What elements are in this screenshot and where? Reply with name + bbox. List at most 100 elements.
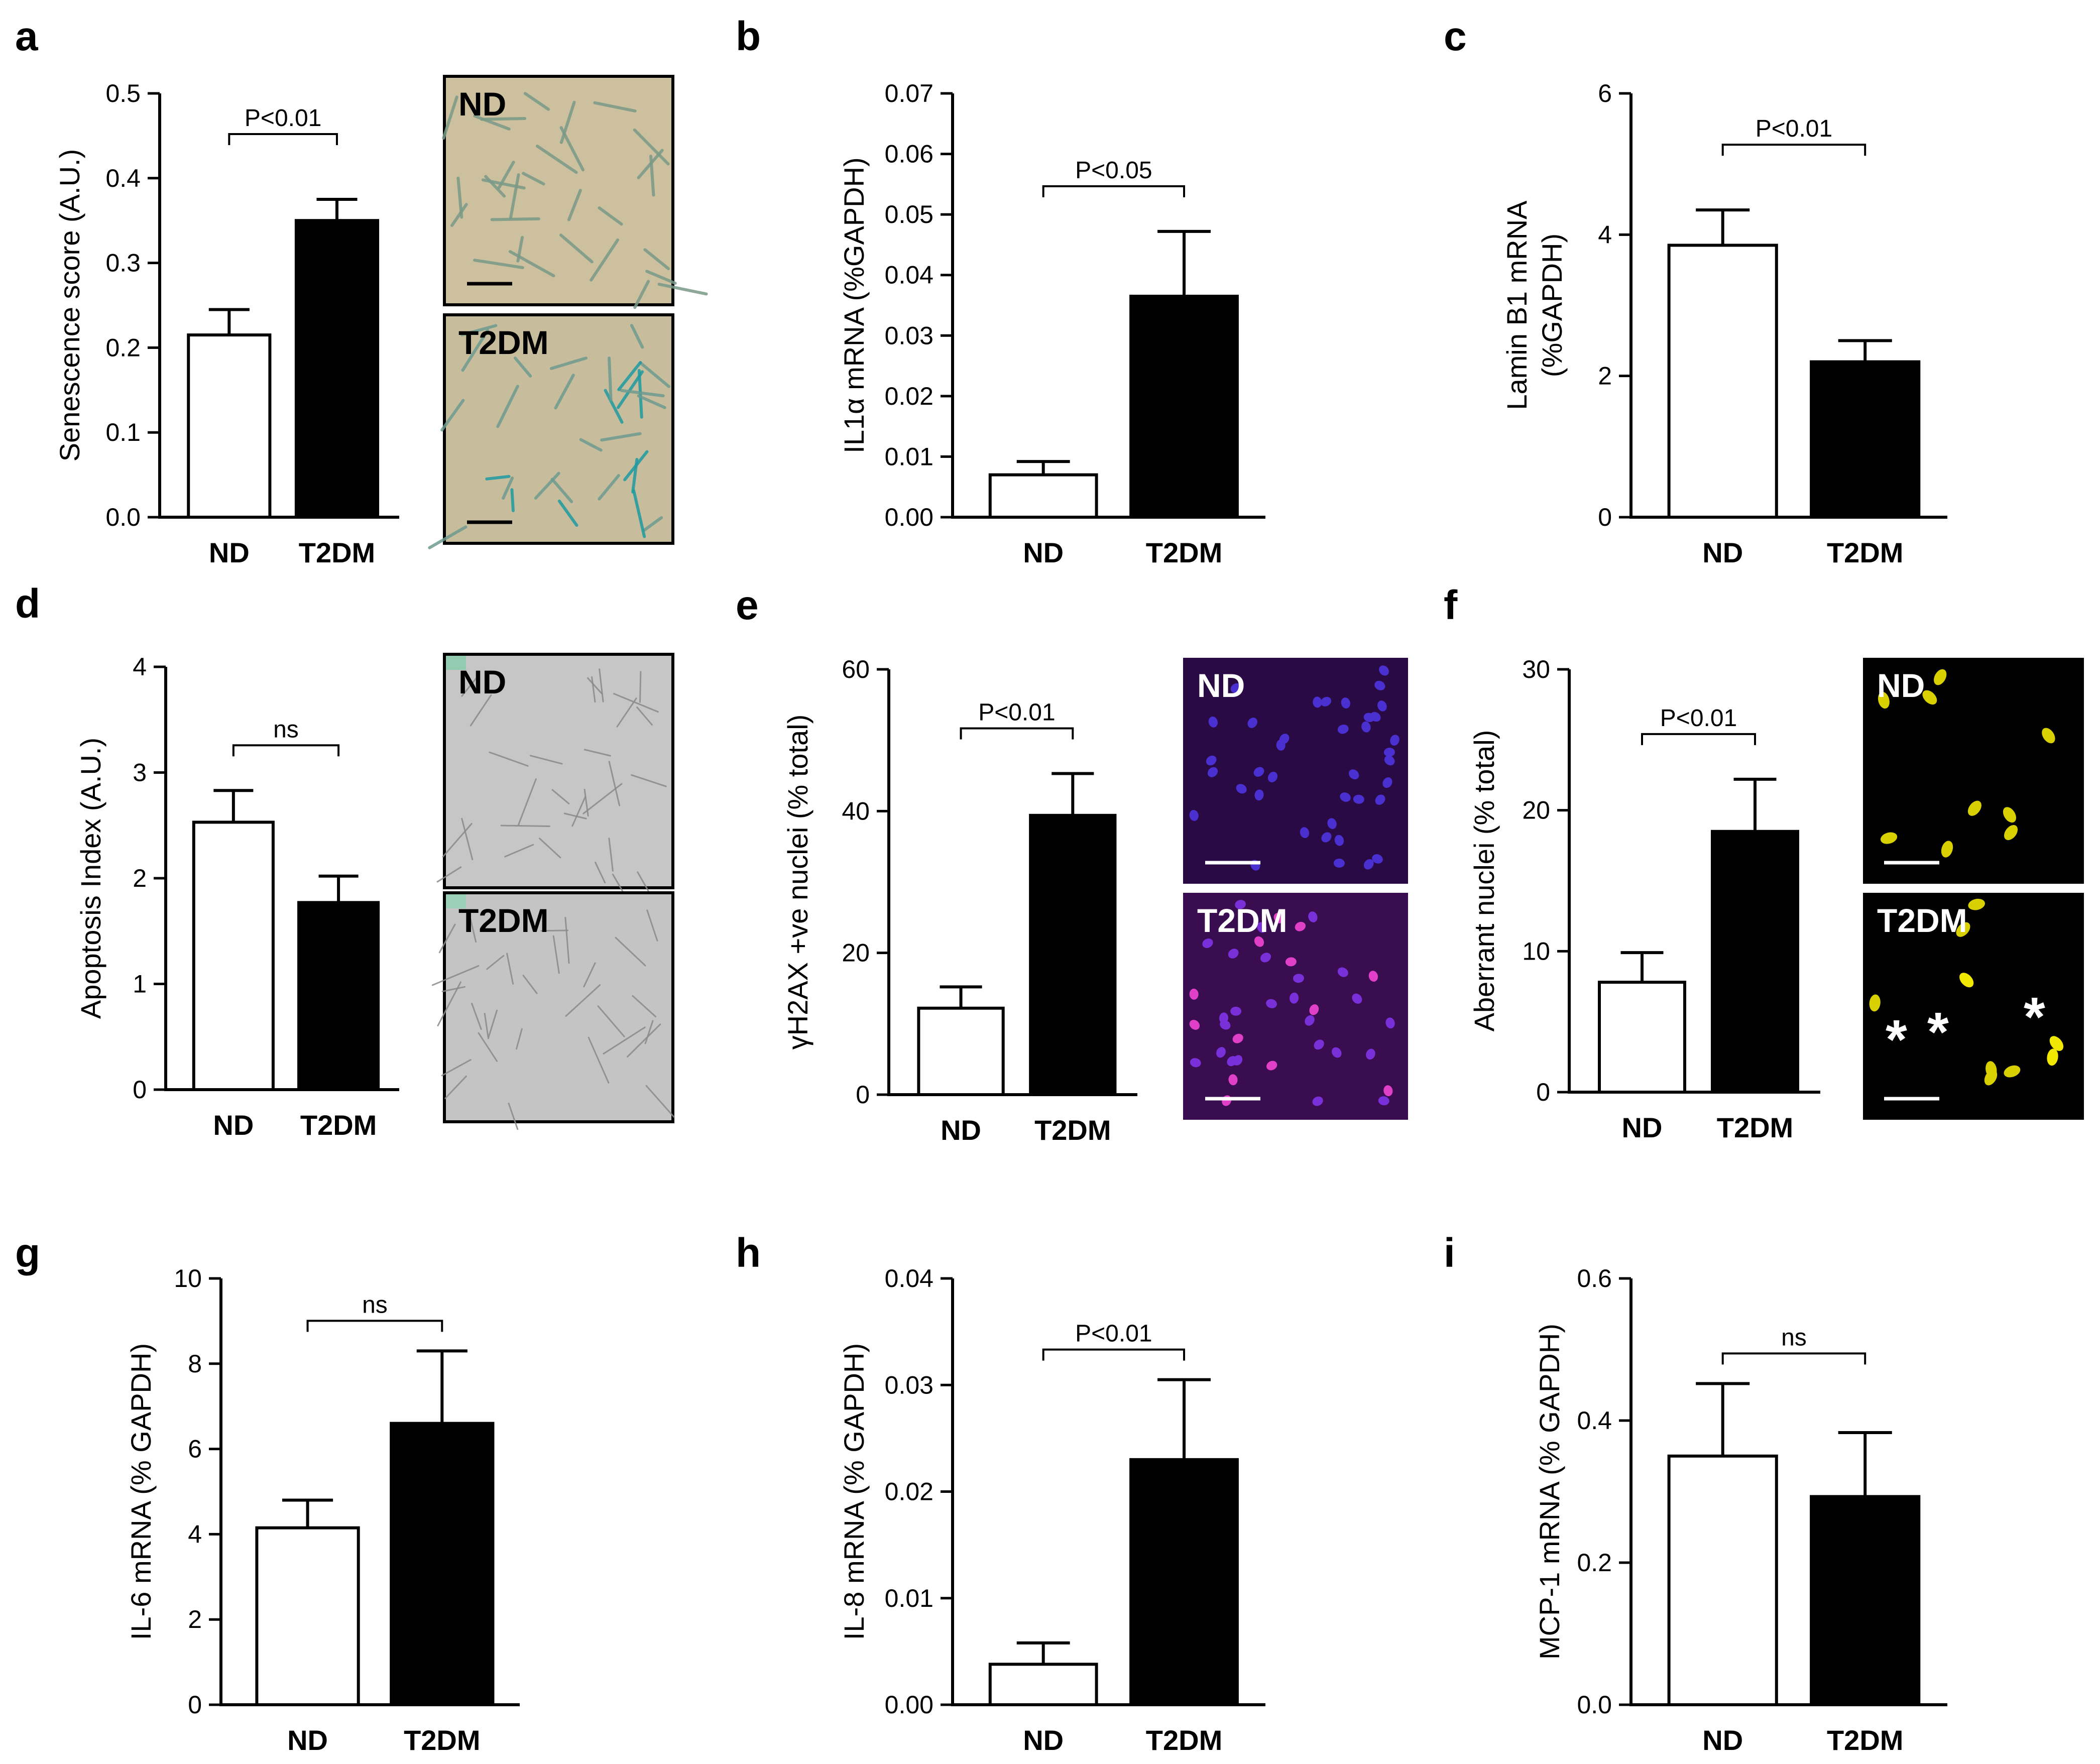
bar-nd: [192, 820, 275, 1092]
cell: [630, 324, 644, 349]
panel-g: g 0 2 4 6 8 10 IL-6 mRNA (% GAPDH) ND T2DM ns: [15, 1230, 520, 1756]
micrograph-background: [1183, 893, 1408, 1120]
panel-e: e 0 20 40 60 γH2AX +ve nuclei (% total) ND T2DM…: [736, 582, 1408, 1146]
nucleus: [1228, 1074, 1238, 1086]
cell: [584, 788, 589, 817]
bar-t2dm: [1810, 360, 1921, 519]
cell: [590, 238, 620, 282]
y-tick-label: 1: [133, 970, 147, 998]
y-axis-label-line2: (%GAPDH): [1536, 233, 1568, 377]
nucleus: [1377, 700, 1387, 712]
nucleus: [1290, 992, 1299, 1004]
y-tick-label: 0.06: [885, 140, 934, 168]
panel-letter: g: [15, 1230, 40, 1276]
cell: [636, 707, 653, 726]
nucleus: [1273, 913, 1284, 923]
significance-label: P<0.05: [1075, 157, 1152, 184]
y-axis-label: Senescence score (A.U.): [54, 149, 85, 461]
panel-letter: c: [1444, 14, 1467, 59]
bar-nd: [1667, 244, 1778, 519]
cell: [485, 475, 511, 481]
x-tick-label: T2DM: [1827, 537, 1903, 568]
cell: [484, 1013, 489, 1038]
nucleus: [1363, 859, 1374, 870]
x-tick-label: ND: [209, 537, 250, 568]
nucleus: [2042, 728, 2055, 744]
x-tick-label: ND: [1023, 537, 1064, 568]
micrograph-t2dm: T2DM: [431, 891, 675, 1130]
cell: [441, 986, 466, 992]
nucleus: [1232, 1055, 1243, 1066]
nucleus: [1312, 1096, 1323, 1106]
cell: [441, 1059, 472, 1077]
nucleus: [1279, 734, 1290, 744]
micrograph-t2dm: T2DM: [428, 313, 674, 549]
x-tick-label: T2DM: [1146, 537, 1222, 568]
nucleus: [1934, 669, 1947, 685]
nucleus: [1372, 854, 1383, 864]
x-tick-label: T2DM: [1146, 1724, 1222, 1756]
cell: [597, 1005, 625, 1037]
nucleus: [1253, 767, 1264, 777]
cell: [598, 206, 623, 226]
micrograph-t2dm: * * * T2DM: [1863, 893, 2084, 1120]
nucleus: [1247, 718, 1257, 728]
cell: [559, 233, 594, 264]
micrograph-label: T2DM: [1877, 902, 1967, 939]
nucleus: [1219, 1012, 1228, 1024]
nucleus: [1235, 900, 1246, 909]
cell: [565, 984, 601, 1017]
y-tick-label: 0: [188, 1691, 202, 1719]
nucleus: [1332, 1047, 1342, 1058]
y-tick-label: 6: [1598, 79, 1612, 107]
nucleus: [1308, 911, 1318, 922]
panel-letter: b: [736, 14, 761, 59]
nucleus: [1314, 1039, 1324, 1050]
significance-bracket: [1042, 185, 1186, 197]
cell: [632, 995, 657, 1018]
cell: [444, 1075, 467, 1099]
nucleus: [1206, 755, 1217, 766]
nucleus: [1869, 994, 1881, 1012]
nucleus: [1383, 1085, 1393, 1097]
cell: [438, 923, 456, 954]
cell: [504, 844, 534, 858]
y-tick-label: 0.07: [885, 79, 934, 107]
nucleus: [1189, 988, 1199, 1000]
y-tick-label: 0.03: [885, 321, 934, 349]
cell: [516, 236, 524, 263]
cell: [489, 751, 529, 767]
cell: [600, 432, 642, 442]
micrograph-background: [443, 75, 674, 306]
cell: [633, 128, 670, 166]
nucleus: [1230, 1006, 1242, 1016]
panel-h: h 0.00 0.01 0.02 0.03 0.04 IL-8 mRNA (% GAPDH)…: [736, 1230, 1265, 1756]
nucleus: [1216, 1047, 1226, 1058]
micrograph-label: ND: [458, 663, 506, 700]
cell: [549, 357, 588, 370]
nucleus: [1334, 835, 1344, 846]
y-tick-label: 0.4: [1577, 1406, 1612, 1435]
significance-label: P<0.01: [1756, 115, 1832, 142]
panel-letter: e: [736, 582, 759, 628]
cell: [516, 1028, 523, 1050]
cell: [557, 499, 578, 527]
asterisk-marker: *: [1927, 1001, 1949, 1063]
cell: [471, 1002, 482, 1030]
cell: [608, 838, 614, 872]
y-tick-label: 2: [133, 864, 147, 892]
micrograph-nd: ND: [436, 653, 674, 903]
nucleus: [1254, 936, 1264, 947]
x-tick-label: T2DM: [1717, 1112, 1793, 1143]
y-axis-label: IL1α mRNA (%GAPDH): [838, 157, 870, 453]
y-tick-label: 0.04: [885, 261, 934, 289]
y-axis-label: Aberrant nuclei (% total): [1468, 730, 1500, 1032]
nucleus: [1959, 973, 1974, 988]
cell: [461, 817, 474, 861]
cell: [442, 95, 458, 140]
cell: [583, 962, 596, 988]
cell: [623, 450, 649, 482]
micrograph-background: [1863, 658, 2084, 884]
cell: [442, 822, 473, 858]
